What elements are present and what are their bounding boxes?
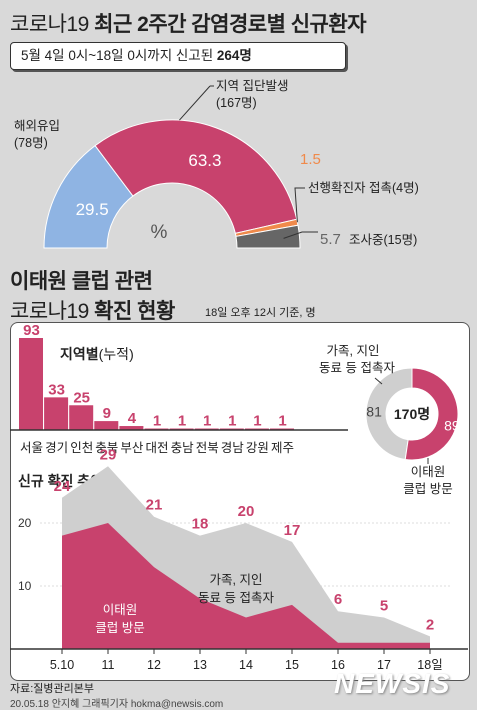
x-tick-6: 16 <box>331 658 345 672</box>
slice-1 <box>94 119 298 235</box>
y-tick-1: 20 <box>18 516 32 530</box>
trend-total-7: 5 <box>380 598 388 615</box>
region-bar-4 <box>119 426 144 430</box>
x-tick-5: 15 <box>285 658 299 672</box>
reference-time-note: 18일 오후 12시 기준, 명 <box>205 307 316 319</box>
region-value-10: 1 <box>278 413 286 430</box>
donut-value-1: 89 <box>444 418 460 434</box>
region-label-8: 경남 <box>221 441 245 455</box>
slice-label-3: 조사중(15명) <box>349 233 417 247</box>
region-value-7: 1 <box>203 413 211 430</box>
section2-subtitle-prefix: 코로나19 <box>10 300 89 323</box>
donut-leader-0 <box>374 377 383 385</box>
region-value-2: 25 <box>73 389 90 406</box>
y-tick-0: 10 <box>18 579 32 593</box>
series-label-1b: 동료 등 접촉자 <box>198 591 274 605</box>
region-label-5: 대전 <box>145 441 168 455</box>
itaewon-charts: 93서울33경기25인천9충북4부산1대전1충남1전북1경남1강원1제주지역별(… <box>10 322 468 672</box>
section2-subtitle: 코로나19 확진 현황 <box>10 295 175 325</box>
x-tick-0: 5.10 <box>50 658 74 672</box>
region-label-2: 인천 <box>70 440 93 455</box>
region-value-9: 1 <box>253 413 261 430</box>
region-title-light: (누적) <box>99 346 134 362</box>
leader-line-3 <box>283 231 318 239</box>
region-value-6: 1 <box>178 413 186 430</box>
x-tick-7: 17 <box>377 658 391 672</box>
slice-label-1: 지역 집단발생 <box>216 79 288 93</box>
donut-slice-1 <box>404 367 459 461</box>
trend-total-2: 21 <box>146 497 163 514</box>
subtitle-total: 264명 <box>216 48 252 63</box>
trend-total-8: 2 <box>426 616 434 633</box>
credit-note: 20.05.18 안지혜 그래픽기자 hokma@newsis.com <box>10 699 224 710</box>
area-club-visitors <box>62 523 430 649</box>
title-main: 최근 2주간 감염경로별 신규환자 <box>94 13 367 36</box>
region-bar-1 <box>44 397 69 430</box>
trend-total-5: 17 <box>284 522 301 539</box>
donut-slice-0 <box>365 367 413 461</box>
region-label-9: 강원 <box>246 441 269 455</box>
slice-label-0: 해외유입 <box>14 119 60 133</box>
x-tick-2: 12 <box>147 658 161 672</box>
trend-total-3: 18 <box>192 516 209 533</box>
donut-label-0a: 가족, 지인 <box>327 344 380 358</box>
title-prefix: 코로나19 <box>10 13 89 36</box>
region-label-1: 경기 <box>45 441 68 455</box>
leader-line-1 <box>179 85 211 121</box>
x-tick-1: 11 <box>102 658 115 672</box>
donut-label-0b: 동료 등 접촉자 <box>319 361 395 375</box>
leader-line-2 <box>294 187 305 223</box>
slice-value-1: 63.3 <box>188 151 221 170</box>
slice-value-2: 1.5 <box>300 151 321 168</box>
region-label-0: 서울 <box>20 441 43 455</box>
region-label-3: 충북 <box>95 441 118 455</box>
trend-total-1: 29 <box>100 446 117 463</box>
region-chart-title: 지역별(누적) <box>60 346 134 362</box>
slice-label-2: 선행확진자 접촉(4명) <box>308 180 419 195</box>
slice-value-3: 5.7 <box>320 231 341 248</box>
period-subtitle: 5월 4일 0시~18일 0시까지 신고된 264명 <box>10 42 346 70</box>
slice-count-1: (167명) <box>216 96 257 110</box>
infection-route-semicircle-chart: 29.5 63.3% 해외유입 (78명) 지역 집단발생 (167명) 1.5 선행확진자 … <box>14 79 419 249</box>
donut-label-1b: 클럽 방문 <box>403 482 452 496</box>
donut-value-0: 81 <box>366 403 382 419</box>
region-bar-0 <box>19 338 43 430</box>
section2-subtitle-bold: 확진 현황 <box>94 300 175 323</box>
region-value-4: 4 <box>128 410 137 427</box>
series-label-0a: 이태원 <box>103 603 138 617</box>
series-label-0b: 클럽 방문 <box>95 621 144 635</box>
section2-title: 이태원 클럽 관련 <box>10 270 153 293</box>
region-label-4: 부산 <box>120 441 144 455</box>
region-label-10: 제주 <box>271 441 294 455</box>
slice-value-0: 29.5 <box>76 200 109 219</box>
region-value-3: 9 <box>103 405 111 422</box>
region-value-1: 33 <box>48 381 65 398</box>
x-tick-3: 13 <box>193 658 207 672</box>
subtitle-prefix: 5월 4일 0시~18일 0시까지 신고된 <box>21 48 214 63</box>
x-tick-4: 14 <box>239 658 253 672</box>
region-label-6: 충남 <box>171 441 195 455</box>
trend-total-4: 20 <box>238 503 255 520</box>
region-value-5: 1 <box>153 413 161 430</box>
series-label-1a: 가족, 지인 <box>210 573 263 587</box>
region-value-8: 1 <box>228 413 236 430</box>
region-label-7: 전북 <box>196 441 219 455</box>
page-title: 코로나19 최근 2주간 감염경로별 신규환자 <box>10 8 367 38</box>
donut-center-total: 170명 <box>394 406 430 422</box>
region-value-0: 93 <box>23 322 40 339</box>
x-tick-8: 18일 <box>417 658 442 672</box>
region-bar-2 <box>69 405 94 430</box>
trend-total-0: 24 <box>54 478 71 495</box>
region-bar-3 <box>94 421 119 430</box>
newsis-logo: NEWSIS <box>334 668 451 699</box>
slice-count-0: (78명) <box>14 136 48 150</box>
source-note: 자료:질병관리본부 <box>10 683 95 695</box>
donut-label-1a: 이태원 <box>411 465 446 479</box>
region-title-bold: 지역별 <box>60 346 99 362</box>
trend-total-6: 6 <box>334 591 342 608</box>
center-percent-label: % <box>151 222 168 243</box>
